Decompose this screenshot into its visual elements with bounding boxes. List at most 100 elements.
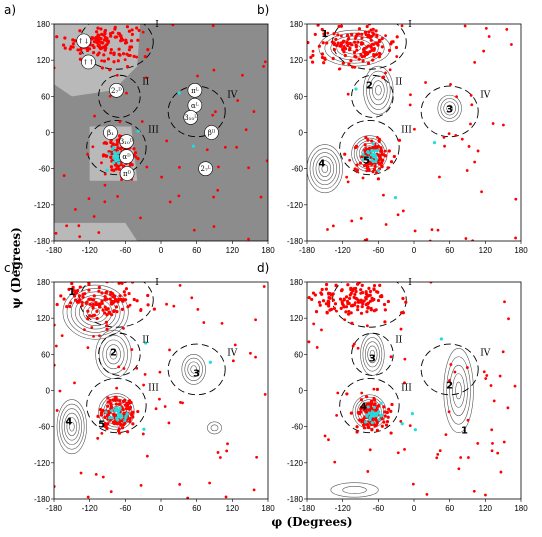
residue-point xyxy=(93,114,96,118)
residue-point xyxy=(60,334,64,338)
residue-point xyxy=(177,165,181,169)
residue-point xyxy=(106,57,110,61)
special-point xyxy=(400,422,404,426)
residue-point xyxy=(118,294,122,298)
residue-point xyxy=(469,122,472,126)
y-tick-label: -180 xyxy=(34,495,51,504)
special-point xyxy=(379,401,383,405)
residue-point xyxy=(96,26,100,30)
residue-point xyxy=(357,57,361,61)
x-tick-label: 120 xyxy=(226,504,240,513)
residue-point xyxy=(332,306,337,311)
conformation-label: ↑↓ xyxy=(78,37,90,45)
y-tick-label: 0 xyxy=(299,387,304,396)
residue-point xyxy=(76,48,80,52)
panel-letter: a) xyxy=(4,3,16,17)
residue-point xyxy=(359,288,363,292)
residue-point xyxy=(71,45,75,49)
contour-line xyxy=(360,332,385,376)
residue-point xyxy=(103,295,107,299)
residue-point xyxy=(146,293,150,298)
residue-point xyxy=(385,420,390,424)
x-tick-label: -120 xyxy=(82,504,99,513)
residue-point xyxy=(109,490,113,494)
residue-point xyxy=(254,355,257,359)
residue-point xyxy=(377,403,381,408)
residue-point xyxy=(311,291,316,295)
residue-point xyxy=(467,145,471,148)
residue-point xyxy=(118,53,122,57)
cluster-number: 2 xyxy=(366,80,373,91)
residue-point xyxy=(386,299,391,304)
contour-line xyxy=(315,156,335,182)
region-label: I xyxy=(408,278,412,288)
residue-point xyxy=(350,219,354,223)
residue-point xyxy=(132,147,136,151)
residue-point xyxy=(55,35,59,39)
residue-point xyxy=(196,307,200,311)
residue-point xyxy=(392,154,396,159)
residue-point xyxy=(332,32,336,36)
residue-point xyxy=(349,411,353,415)
residue-point xyxy=(211,113,215,117)
residue-point xyxy=(96,436,100,440)
residue-point xyxy=(130,348,134,351)
residue-point xyxy=(143,55,147,59)
residue-point xyxy=(381,76,385,80)
residue-point xyxy=(464,237,468,240)
residue-point xyxy=(380,45,384,49)
residue-point xyxy=(92,40,96,44)
residue-point xyxy=(109,300,113,305)
contour-line xyxy=(312,152,338,186)
residue-point xyxy=(360,283,364,287)
residue-point xyxy=(112,60,116,64)
residue-point xyxy=(114,35,119,39)
residue-point xyxy=(132,297,136,302)
residue-point xyxy=(354,43,358,47)
residue-point xyxy=(344,310,348,314)
special-point xyxy=(116,150,120,155)
region-boundary-IV xyxy=(167,343,226,396)
residue-point xyxy=(78,235,82,239)
residue-point xyxy=(476,149,480,153)
residue-point xyxy=(146,48,150,52)
residue-point xyxy=(342,45,346,49)
residue-point xyxy=(94,472,98,476)
residue-point xyxy=(374,308,378,312)
residue-point xyxy=(126,305,130,309)
residue-point xyxy=(348,46,352,50)
residue-point xyxy=(371,297,375,301)
contour-line xyxy=(106,344,121,365)
special-point xyxy=(124,414,128,418)
cluster-number: 1 xyxy=(68,287,75,298)
region-label: III xyxy=(401,126,412,136)
residue-point xyxy=(490,428,494,432)
conformation-badge xyxy=(119,166,135,181)
contour-line xyxy=(443,101,456,116)
residue-point xyxy=(126,430,130,434)
residue-point xyxy=(389,42,393,46)
y-tick-label: 120 xyxy=(290,314,304,323)
special-point xyxy=(107,416,112,420)
region-boundary-II xyxy=(351,332,394,376)
residue-point xyxy=(313,32,317,37)
residue-point xyxy=(120,298,125,302)
residue-point xyxy=(349,59,353,63)
residue-point xyxy=(171,24,175,27)
residue-point xyxy=(103,183,107,187)
residue-point xyxy=(55,302,59,307)
x-tick-label: -120 xyxy=(335,504,352,513)
residue-point xyxy=(443,144,446,148)
residue-point xyxy=(144,76,148,80)
residue-point xyxy=(455,95,458,99)
residue-point xyxy=(374,53,379,57)
residue-point xyxy=(118,120,122,124)
contour-line xyxy=(440,98,459,119)
residue-point xyxy=(73,290,77,294)
residue-point xyxy=(101,154,106,158)
residue-point xyxy=(141,432,145,436)
residue-point xyxy=(95,41,99,45)
residue-point xyxy=(97,302,101,306)
residue-point xyxy=(91,305,95,309)
residue-point xyxy=(101,41,105,45)
